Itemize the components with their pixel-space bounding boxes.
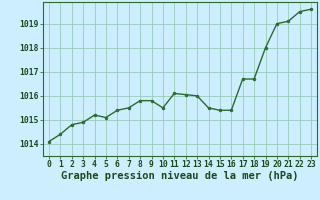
X-axis label: Graphe pression niveau de la mer (hPa): Graphe pression niveau de la mer (hPa) — [61, 171, 299, 181]
